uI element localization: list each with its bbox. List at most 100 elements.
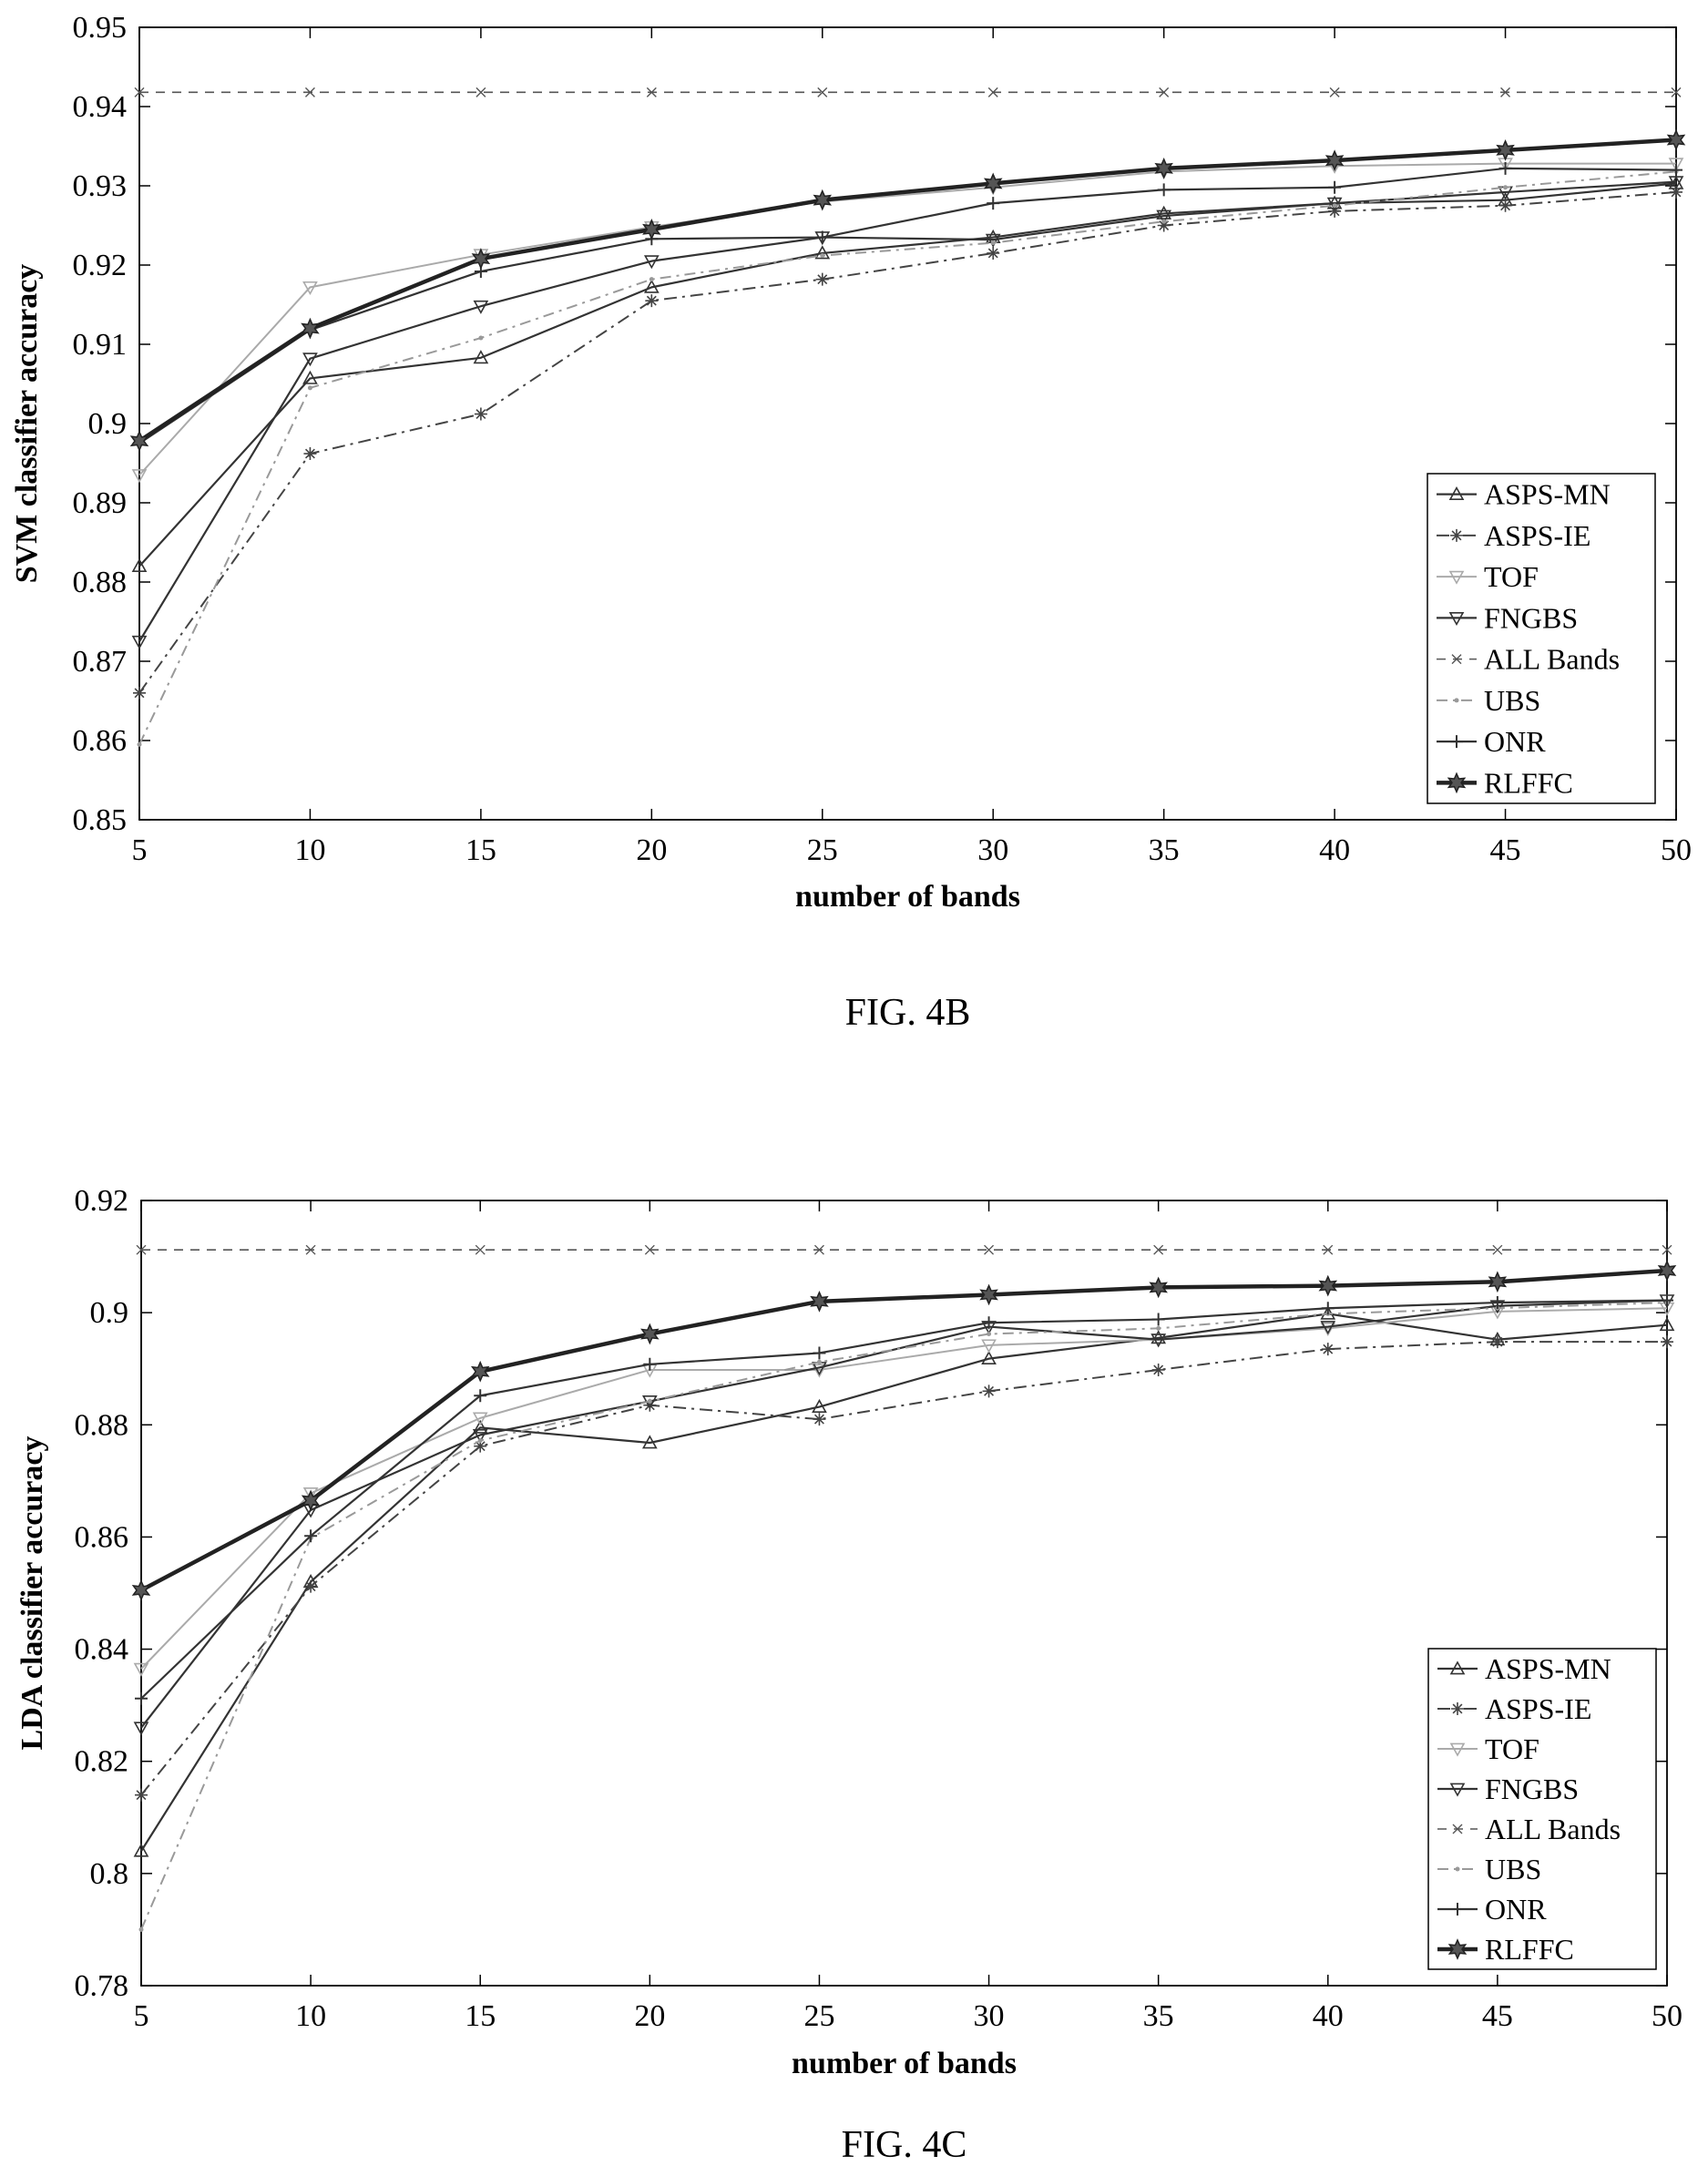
data-point-tof bbox=[1320, 1322, 1336, 1337]
x-tick-label: 5 bbox=[132, 833, 148, 867]
x-tick-label: 50 bbox=[1652, 1999, 1682, 2033]
x-tick-label: 10 bbox=[295, 1999, 326, 2033]
y-tick-label: 0.82 bbox=[75, 1745, 129, 1779]
data-point-asps-ie bbox=[135, 1788, 148, 1802]
data-point-rlffc bbox=[979, 1283, 998, 1306]
series-rlffc bbox=[129, 128, 1686, 452]
legend-label-onr: ONR bbox=[1484, 725, 1546, 758]
data-point-asps-mn bbox=[643, 279, 660, 293]
svm-accuracy-chart: 5 10 15 20 25 30 35 40 45 50 0.85 0.86 0.87 0.88 0.89 0… bbox=[10, 11, 1692, 1034]
legend-label-ubs: UBS bbox=[1484, 684, 1540, 717]
y-axis-label: LDA classifier accuracy bbox=[15, 1436, 49, 1751]
data-point-asps-mn bbox=[472, 1419, 488, 1434]
data-point-tof bbox=[981, 1339, 997, 1354]
y-tick-label: 0.95 bbox=[73, 11, 128, 45]
legend-marker-all-bands bbox=[1451, 654, 1462, 665]
data-point-asps-ie bbox=[987, 246, 1000, 260]
x-tick-label: 25 bbox=[803, 1999, 834, 2033]
data-point-onr bbox=[1670, 163, 1682, 177]
data-point-all-bands bbox=[817, 87, 828, 97]
data-point-asps-mn bbox=[812, 1398, 827, 1413]
data-point-ubs bbox=[820, 253, 825, 259]
x-tick-label: 35 bbox=[1143, 1999, 1174, 2033]
data-point-asps-ie bbox=[304, 1579, 318, 1593]
y-tick-label: 0.78 bbox=[75, 1969, 129, 2003]
y-tick-label: 0.88 bbox=[73, 566, 128, 599]
figure-caption: FIG. 4B bbox=[845, 992, 971, 1034]
x-tick-label: 30 bbox=[974, 1999, 1005, 2033]
legend-label-asps-mn: ASPS-MN bbox=[1484, 478, 1611, 511]
data-point-tof bbox=[812, 1364, 827, 1378]
data-point-asps-mn bbox=[981, 1350, 997, 1365]
y-tick-label: 0.86 bbox=[73, 724, 128, 758]
legend-marker-ubs bbox=[1454, 698, 1459, 703]
legend-marker-fngbs bbox=[1448, 611, 1465, 627]
x-tick-label: 20 bbox=[634, 1999, 665, 2033]
series-line-tof bbox=[138, 162, 1676, 476]
legend-label-asps-mn: ASPS-MN bbox=[1485, 1652, 1611, 1685]
legend-label-tof: TOF bbox=[1485, 1732, 1539, 1765]
data-point-fngbs bbox=[1668, 176, 1684, 190]
y-tick-label: 0.9 bbox=[88, 407, 128, 441]
data-point-all-bands bbox=[1662, 1244, 1672, 1255]
data-point-onr bbox=[304, 1529, 318, 1543]
figure-caption: FIG. 4C bbox=[842, 2124, 967, 2166]
legend-marker-rlffc bbox=[1447, 1938, 1468, 1960]
data-point-fngbs bbox=[302, 352, 318, 367]
data-point-rlffc bbox=[813, 189, 833, 211]
legend-box bbox=[1427, 1648, 1657, 1970]
legend-marker-ubs bbox=[1455, 1866, 1460, 1872]
legend-marker-all-bands bbox=[1452, 1824, 1463, 1834]
data-point-asps-mn bbox=[133, 1843, 149, 1857]
data-point-all-bands bbox=[134, 87, 145, 97]
y-tick-label: 0.91 bbox=[73, 328, 128, 362]
legend-label-asps-ie: ASPS-IE bbox=[1485, 1692, 1591, 1725]
data-point-all-bands bbox=[987, 87, 998, 97]
data-point-asps-ie bbox=[474, 407, 487, 421]
series-rlffc bbox=[131, 1260, 1677, 1601]
x-tick-label: 15 bbox=[465, 833, 496, 867]
data-point-all-bands bbox=[1492, 1244, 1503, 1255]
legend-box bbox=[1427, 473, 1656, 804]
x-axis-label: number of bands bbox=[792, 2047, 1017, 2080]
data-point-all-bands bbox=[1159, 87, 1170, 97]
data-point-onr bbox=[474, 1389, 487, 1403]
x-tick-label: 25 bbox=[807, 833, 838, 867]
data-point-asps-mn bbox=[1659, 1317, 1675, 1332]
series-line-asps-mn bbox=[140, 1313, 1668, 1852]
data-point-rlffc bbox=[471, 248, 491, 270]
series-line-onr bbox=[138, 167, 1677, 444]
data-point-ubs bbox=[649, 277, 654, 282]
x-tick-label: 30 bbox=[977, 833, 1008, 867]
data-point-onr bbox=[643, 1357, 657, 1371]
data-point-all-bands bbox=[984, 1244, 995, 1255]
data-point-asps-mn bbox=[473, 350, 489, 364]
data-point-all-bands bbox=[136, 1244, 147, 1255]
data-point-rlffc bbox=[129, 430, 149, 452]
x-tick-label: 15 bbox=[465, 1999, 496, 2033]
series-line-ubs bbox=[138, 170, 1677, 745]
data-point-rlffc bbox=[640, 1323, 660, 1345]
data-point-all-bands bbox=[1329, 87, 1340, 97]
x-tick-label: 35 bbox=[1149, 833, 1180, 867]
data-point-onr bbox=[1490, 1296, 1504, 1310]
y-tick-label: 0.84 bbox=[75, 1633, 129, 1667]
data-point-all-bands bbox=[1671, 87, 1682, 97]
data-point-fngbs bbox=[1326, 197, 1343, 211]
x-tick-label: 40 bbox=[1319, 833, 1350, 867]
data-point-rlffc bbox=[983, 172, 1003, 195]
series-onr bbox=[133, 161, 1682, 450]
data-point-all-bands bbox=[646, 87, 657, 97]
series-line-rlffc bbox=[139, 1268, 1668, 1592]
data-point-tof bbox=[302, 281, 318, 296]
data-point-rlffc bbox=[1496, 138, 1515, 161]
data-point-fngbs bbox=[1156, 209, 1172, 224]
legend-marker-asps-ie bbox=[1450, 528, 1463, 542]
legend-marker-tof bbox=[1448, 570, 1465, 585]
data-point-tof bbox=[302, 1487, 319, 1502]
data-point-asps-ie bbox=[815, 272, 829, 286]
data-point-rlffc bbox=[810, 1290, 829, 1313]
data-point-tof bbox=[1668, 158, 1684, 172]
x-tick-label: 20 bbox=[636, 833, 667, 867]
data-point-fngbs bbox=[472, 1428, 488, 1444]
